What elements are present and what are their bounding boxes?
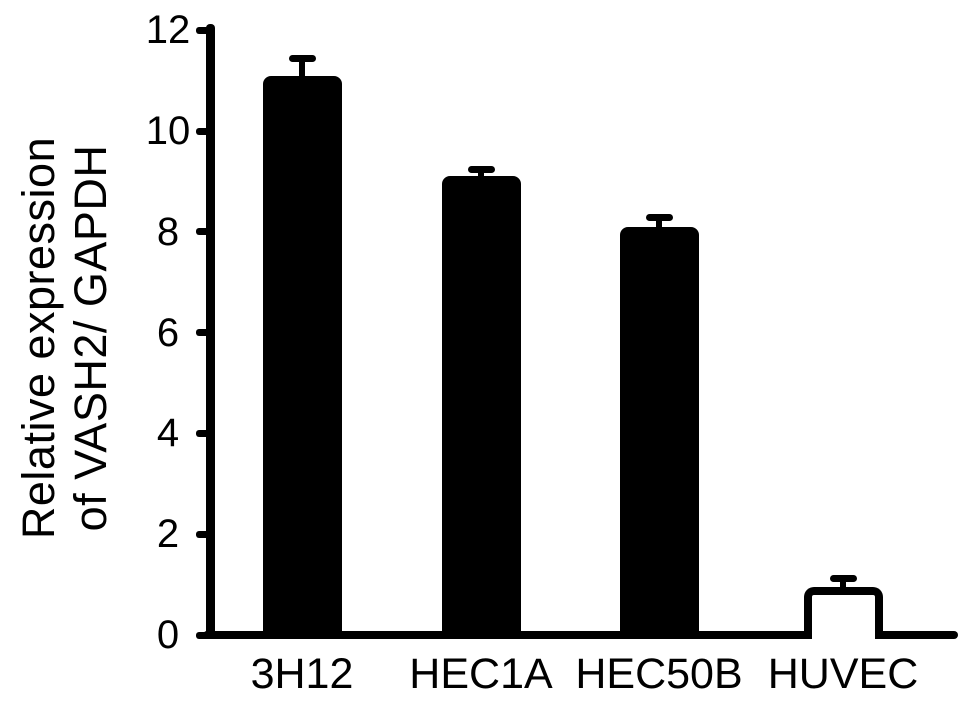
y-tick-label-8: 8 xyxy=(156,209,180,254)
error-bar-cap-HEC1A xyxy=(467,166,495,174)
error-bar-stem-HUVEC xyxy=(840,579,846,590)
y-tick-4 xyxy=(196,429,214,437)
y-tick-8 xyxy=(196,228,214,236)
bar-HEC50B xyxy=(619,226,699,639)
y-tick-label-4: 4 xyxy=(156,411,180,456)
error-bar-stem-3H12 xyxy=(299,60,305,78)
x-label-HUVEC: HUVEC xyxy=(767,650,919,698)
y-tick-label-12: 12 xyxy=(145,8,191,53)
y-tick-label-6: 6 xyxy=(156,310,180,355)
y-axis-line xyxy=(206,24,215,639)
bar-HEC1A xyxy=(441,176,521,639)
x-axis-line xyxy=(203,631,958,639)
error-bar-stem-HEC50B xyxy=(656,219,662,229)
y-tick-6 xyxy=(196,329,214,337)
error-bar-cap-HUVEC xyxy=(829,574,857,582)
error-bar-stem-HEC1A xyxy=(478,171,484,179)
y-tick-label-10: 10 xyxy=(145,109,191,153)
error-bar-cap-HEC50B xyxy=(645,214,673,222)
bar-3H12 xyxy=(262,75,342,639)
x-label-HEC50B: HEC50B xyxy=(575,650,743,698)
error-bar-cap-3H12 xyxy=(288,55,316,63)
y-tick-label-0: 0 xyxy=(156,613,180,657)
y-tick-10 xyxy=(196,127,214,135)
y-tick-label-2: 2 xyxy=(156,512,180,557)
x-label-3H12: 3H12 xyxy=(250,650,354,698)
bar-HUVEC xyxy=(803,587,883,639)
x-label-HEC1A: HEC1A xyxy=(409,650,553,698)
y-tick-2 xyxy=(196,530,214,538)
y-tick-12 xyxy=(196,26,214,34)
